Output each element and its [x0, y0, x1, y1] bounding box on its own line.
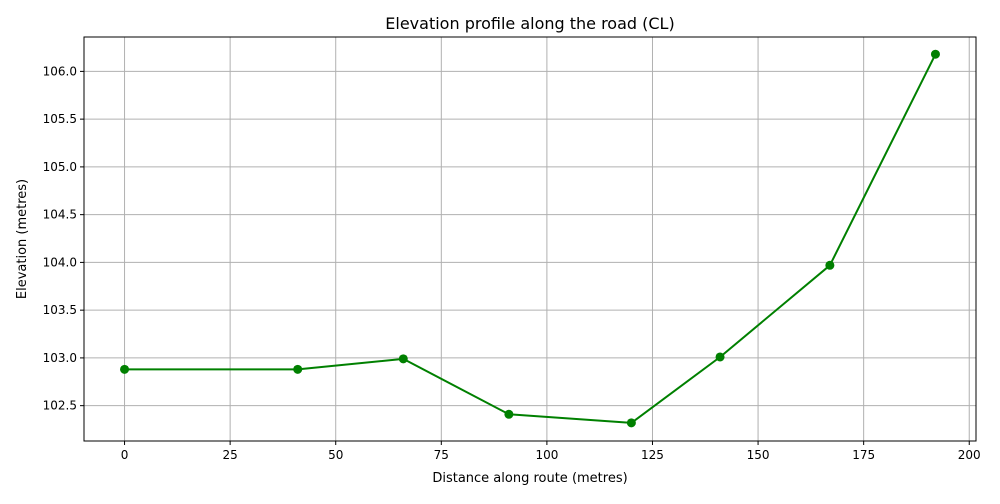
- y-tick-label: 105.5: [43, 112, 77, 126]
- data-point: [398, 354, 408, 364]
- y-tick-label: 104.0: [43, 255, 77, 269]
- x-tick-label: 125: [641, 448, 664, 462]
- x-tick-label: 75: [434, 448, 449, 462]
- y-tick-label: 102.5: [43, 399, 77, 413]
- data-point: [930, 49, 940, 59]
- x-axis: 0 25 50 75 100 125 150 175 200: [121, 441, 981, 462]
- data-point: [293, 364, 303, 374]
- x-tick-label: 100: [535, 448, 558, 462]
- data-point: [120, 364, 130, 374]
- series-line: [124, 53, 937, 424]
- y-axis-label: Elevation (metres): [15, 179, 30, 299]
- y-tick-label: 106.0: [43, 64, 77, 78]
- y-axis: 102.5 103.0 103.5 104.0 104.5 105.0 105.5 106.0: [43, 64, 84, 413]
- data-point: [715, 352, 725, 362]
- y-tick-label: 103.5: [43, 303, 77, 317]
- data-point: [825, 260, 835, 270]
- x-axis-label: Distance along route (metres): [432, 471, 627, 486]
- data-point: [626, 418, 636, 428]
- y-tick-label: 103.0: [43, 351, 77, 365]
- y-tick-label: 104.5: [43, 208, 77, 222]
- data-point: [504, 409, 514, 419]
- x-tick-label: 150: [747, 448, 770, 462]
- plot-frame: [83, 36, 977, 442]
- x-tick-label: 50: [328, 448, 343, 462]
- series-layer: [120, 49, 940, 428]
- x-tick-label: 25: [222, 448, 237, 462]
- y-tick-label: 105.0: [43, 160, 77, 174]
- x-tick-label: 200: [958, 448, 981, 462]
- x-tick-label: 175: [852, 448, 875, 462]
- x-tick-label: 0: [121, 448, 129, 462]
- chart-title: Elevation profile along the road (CL): [385, 14, 674, 33]
